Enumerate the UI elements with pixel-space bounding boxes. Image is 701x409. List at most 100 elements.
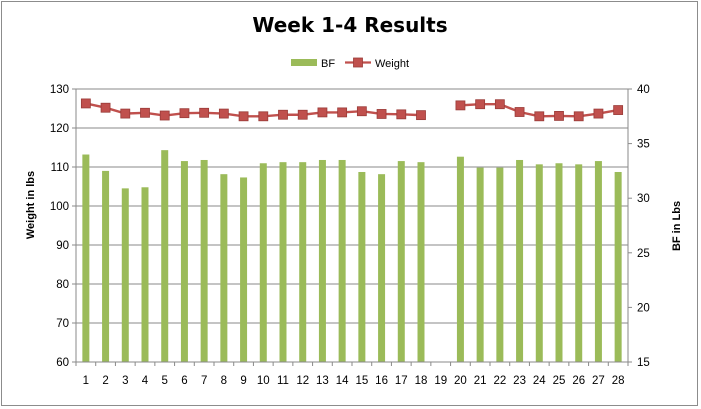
weight-point <box>120 108 131 119</box>
bf-bar <box>240 177 248 362</box>
weight-point <box>356 106 367 117</box>
bf-bar <box>180 161 188 362</box>
bf-bar <box>358 171 366 362</box>
bf-bar <box>102 170 110 362</box>
y2-axis-label: BF in Lbs <box>671 201 683 251</box>
bf-bar <box>279 162 287 362</box>
x-tick-label: 27 <box>592 375 605 387</box>
y2-tick-label: 30 <box>637 193 650 205</box>
weight-line-segment <box>85 102 422 118</box>
weight-point <box>80 98 91 109</box>
bf-bars <box>82 150 622 362</box>
bf-bar <box>496 167 504 362</box>
weight-point <box>278 109 288 120</box>
weight-point <box>238 111 249 122</box>
y-tick-label: 80 <box>56 279 69 291</box>
x-tick-label: 25 <box>553 375 566 387</box>
weight-point <box>475 99 486 110</box>
x-tick-label: 16 <box>375 375 388 387</box>
bf-bar <box>614 171 622 362</box>
legend-bf-label: BF <box>321 58 335 70</box>
legend-bf-swatch <box>291 59 317 66</box>
weight-point <box>179 108 190 119</box>
bf-bar <box>200 159 208 362</box>
bf-bar <box>417 162 425 362</box>
y-axis-label: Weight in lbs <box>25 171 37 239</box>
axes <box>75 89 629 366</box>
y-tick-label: 130 <box>50 84 69 96</box>
weight-point <box>593 108 604 119</box>
weight-point <box>297 109 308 120</box>
legend-weight-label: Weight <box>375 58 409 70</box>
bf-bar <box>535 164 543 362</box>
bf-bar <box>575 164 583 362</box>
x-tick-label: 17 <box>395 375 408 387</box>
x-tick-label: 20 <box>454 375 467 387</box>
weight-point <box>416 110 426 121</box>
x-tick-label: 15 <box>355 375 368 387</box>
weight-point <box>337 107 348 118</box>
weight-point <box>396 109 407 120</box>
x-tick-label: 6 <box>181 375 187 387</box>
x-tick-label: 22 <box>493 375 506 387</box>
x-tick-label: 28 <box>612 375 625 387</box>
weight-point <box>534 111 545 122</box>
bf-bar <box>299 162 307 362</box>
gridlines <box>76 88 628 324</box>
bf-bar <box>456 156 464 362</box>
weight-point <box>554 111 564 121</box>
x-tick-label: 2 <box>102 375 108 387</box>
weight-point <box>317 107 328 118</box>
weight-point <box>258 111 269 122</box>
x-tick-label: 23 <box>513 375 526 387</box>
y2-tick-label: 20 <box>637 302 650 314</box>
x-tick-label: 24 <box>533 375 546 387</box>
x-tick-label: 10 <box>257 375 270 387</box>
x-tick-label: 14 <box>336 375 349 387</box>
legend: BF Weight <box>291 57 409 70</box>
y2-tick-label: 15 <box>637 357 650 369</box>
x-tick-label: 26 <box>572 375 585 387</box>
y2-tick-label: 35 <box>637 139 650 151</box>
weight-line <box>80 98 624 122</box>
bf-bar <box>161 150 169 362</box>
y2-tick-label: 40 <box>637 84 650 96</box>
bf-bar <box>141 187 149 362</box>
bf-bar <box>476 167 484 362</box>
y-tick-label: 70 <box>56 318 69 330</box>
bf-bar <box>378 174 386 362</box>
weight-point <box>199 107 210 118</box>
weight-point <box>514 107 525 117</box>
x-tick-label: 1 <box>83 375 89 387</box>
x-tick-label: 5 <box>162 375 168 387</box>
bf-bar <box>259 163 267 362</box>
bf-bar <box>594 161 602 362</box>
weight-point <box>376 109 387 119</box>
x-tick-label: 13 <box>316 375 329 387</box>
x-tick-label: 12 <box>296 375 309 387</box>
bf-bar <box>338 159 346 362</box>
x-tick-label: 9 <box>240 375 246 387</box>
bf-bar <box>82 154 90 362</box>
y2-tick-label: 25 <box>637 248 650 260</box>
y-tick-label: 60 <box>56 357 69 369</box>
chart-title: Week 1-4 Results <box>252 13 447 37</box>
x-tick-label: 18 <box>415 375 428 387</box>
weight-point <box>455 100 466 111</box>
x-tick-label: 19 <box>434 375 447 387</box>
x-tick-label: 4 <box>142 375 149 387</box>
bf-bar <box>397 161 405 362</box>
x-axis-ticks: 1 2 3 4 5 6 7 8 9 10 11 12 13 14 15 16 17 18 19 20 21 22 23 24 2… <box>83 375 625 387</box>
y-tick-label: 110 <box>51 162 69 174</box>
weight-point <box>494 99 505 110</box>
weight-point <box>613 105 624 115</box>
weight-point <box>140 107 150 118</box>
x-tick-label: 3 <box>122 375 128 387</box>
x-tick-label: 11 <box>277 375 289 387</box>
bf-bar <box>318 159 326 362</box>
legend-weight-marker <box>353 57 363 68</box>
x-tick-label: 7 <box>201 375 207 387</box>
bf-bar <box>516 159 524 362</box>
weight-point <box>573 111 584 122</box>
y-tick-label: 90 <box>56 240 69 252</box>
